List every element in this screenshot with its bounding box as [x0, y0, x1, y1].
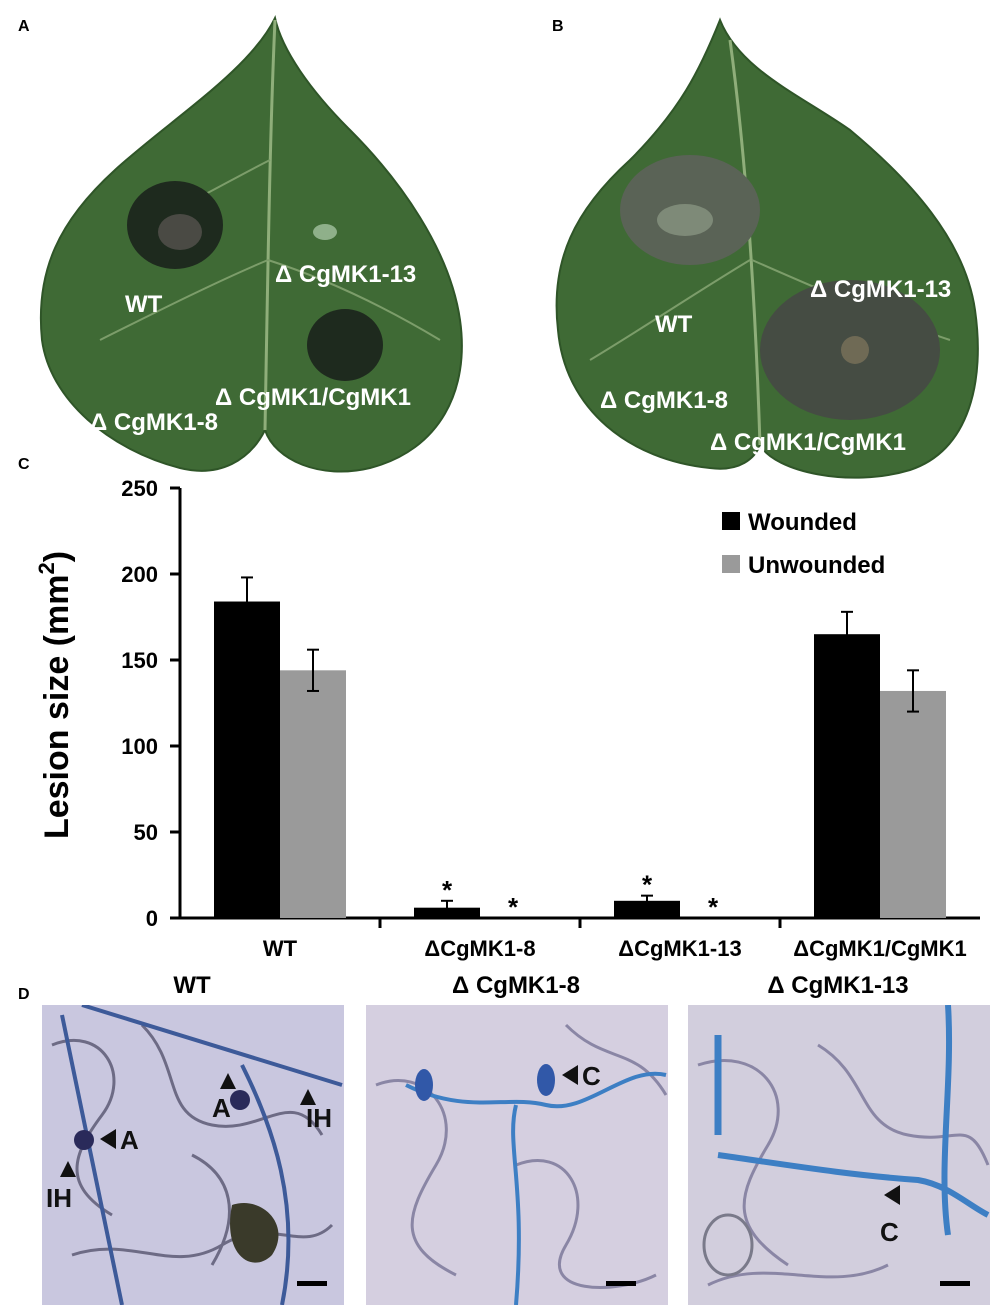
x-category-label: ΔCgMK1/CgMK1	[793, 936, 966, 961]
marker-arrow	[562, 1065, 578, 1085]
bar-unwounded	[880, 690, 946, 918]
x-category-label: ΔCgMK1-13	[618, 936, 741, 961]
scale-bar	[297, 1281, 327, 1286]
leaf-b-label-mk13: Δ CgMK1-13	[810, 276, 951, 303]
y-axis-label-sup: 2	[34, 562, 59, 574]
legend-swatch-wounded	[722, 512, 740, 530]
conidium	[537, 1064, 555, 1096]
stoma	[702, 1213, 754, 1277]
leaf-a-vein	[267, 259, 441, 341]
droplet-mk13-a	[313, 224, 337, 240]
leaf-a-midrib	[263, 19, 277, 431]
hyphae	[717, 1005, 990, 1236]
marker-label: A	[120, 1125, 139, 1155]
micrograph-mk8: C	[366, 1005, 668, 1305]
conidium	[415, 1069, 433, 1101]
marker-label: C	[582, 1061, 601, 1091]
y-tick-label: 50	[134, 820, 158, 845]
lesion-wt-a-center	[158, 214, 202, 250]
marker-arrow	[300, 1089, 316, 1105]
panel-d-letter: D	[18, 986, 30, 1003]
y-tick-label: 250	[121, 476, 158, 501]
leaf-a-label-mk13: Δ CgMK1-13	[275, 261, 416, 288]
marker-label: A	[212, 1093, 231, 1123]
leaf-b-label-comp: Δ CgMK1/CgMK1	[710, 429, 906, 456]
leaf-a-vein	[99, 259, 269, 341]
significance-marker: *	[508, 892, 519, 922]
y-tick-label: 0	[146, 906, 158, 931]
panel-b-leaf-photo: WT Δ CgMK1-13 Δ CgMK1-8 Δ CgMK1/CgMK1	[555, 17, 979, 479]
legend: Wounded Unwounded	[722, 509, 885, 579]
marker-label: IH	[46, 1183, 72, 1213]
dark-lesion	[230, 1203, 279, 1263]
bar-unwounded	[280, 670, 346, 918]
leaf-b-label-wt: WT	[655, 311, 693, 338]
x-category-label: WT	[263, 936, 298, 961]
appressorium	[74, 1130, 94, 1150]
marker-label: IH	[306, 1103, 332, 1133]
marker-arrow	[884, 1185, 900, 1205]
legend-swatch-unwounded	[722, 555, 740, 573]
micrograph-title-wt: WT	[173, 972, 211, 999]
cell-walls	[51, 1023, 334, 1266]
bar-wounded	[814, 634, 880, 918]
panel-b-letter: B	[552, 18, 564, 35]
micrograph-wt: A A IH IH	[42, 1005, 344, 1305]
micrograph-title-mk13: Δ CgMK1-13	[767, 972, 909, 999]
bar-wounded	[214, 601, 280, 918]
leaf-b-label-mk8: Δ CgMK1-8	[600, 387, 728, 414]
leaf-a-label-comp: Δ CgMK1/CgMK1	[215, 384, 411, 411]
marker-arrow	[100, 1129, 116, 1149]
legend-label-wounded: Wounded	[748, 509, 857, 536]
panel-a-leaf-photo: WT Δ CgMK1-13 Δ CgMK1/CgMK1 Δ CgMK1-8	[39, 14, 463, 473]
leaf-a-label-wt: WT	[125, 291, 163, 318]
cell-walls	[697, 1043, 990, 1287]
significance-marker: *	[642, 870, 653, 900]
panel-a-letter: A	[18, 18, 30, 35]
panel-c-letter: C	[18, 456, 30, 473]
y-tick-label: 150	[121, 648, 158, 673]
micrograph-mk13: C	[688, 1005, 990, 1305]
hyphae	[405, 1071, 667, 1305]
scale-bar	[606, 1281, 636, 1286]
marker-arrow	[60, 1161, 76, 1177]
marker-label: C	[880, 1217, 899, 1247]
x-category-label: ΔCgMK1-8	[424, 936, 535, 961]
lesion-wt-b-center	[657, 204, 713, 236]
significance-marker: *	[708, 892, 719, 922]
appressorium	[230, 1090, 250, 1110]
lesion-size-bar-chart: Lesion size (mm2) 0 50 100 150 200 250 * * * * W…	[34, 476, 980, 961]
leaf-b-vein	[589, 259, 751, 361]
y-axis-label-close: )	[38, 551, 76, 562]
marker-arrow	[220, 1073, 236, 1089]
bar-wounded	[614, 900, 680, 918]
lesion-comp-a	[307, 309, 383, 381]
y-tick-label: 100	[121, 734, 158, 759]
legend-label-unwounded: Unwounded	[748, 552, 885, 579]
significance-marker: *	[442, 875, 453, 905]
leaf-a-label-mk8: Δ CgMK1-8	[90, 409, 218, 436]
y-tick-label: 200	[121, 562, 158, 587]
hyphae	[60, 1005, 343, 1305]
micrograph-title-mk8: Δ CgMK1-8	[452, 972, 580, 999]
scale-bar	[940, 1281, 970, 1286]
y-axis-label: Lesion size (mm2)	[34, 551, 76, 839]
y-axis-label-main: Lesion size (mm	[38, 575, 76, 840]
lesion-comp-b-center	[841, 336, 869, 364]
